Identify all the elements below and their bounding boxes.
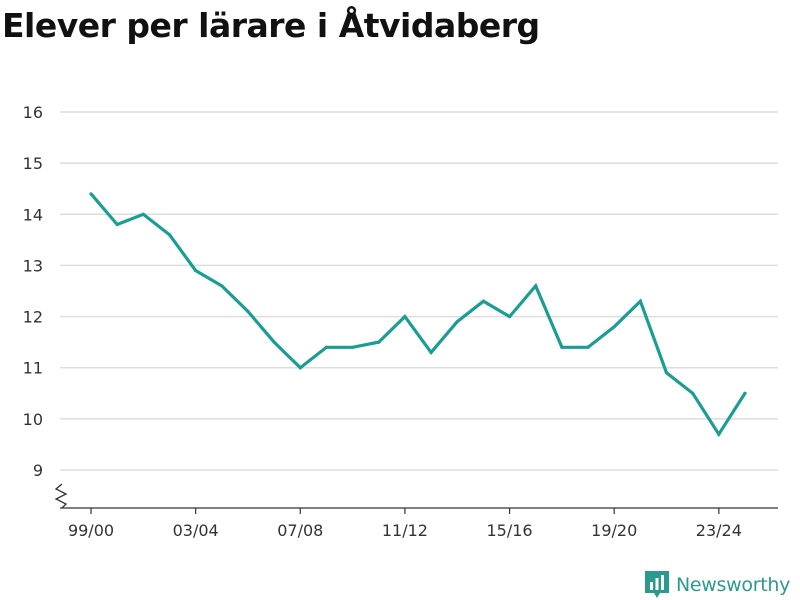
y-tick-label-10: 10 xyxy=(23,410,43,429)
data-point xyxy=(324,345,329,349)
data-point xyxy=(586,345,590,349)
data-point xyxy=(481,299,485,303)
brand-logo: Newsworthy xyxy=(645,570,790,600)
data-point xyxy=(167,233,172,237)
y-tick-label-11: 11 xyxy=(23,359,43,378)
y-tick-label-12: 12 xyxy=(23,308,43,327)
data-point xyxy=(455,320,459,324)
data-point xyxy=(717,432,721,436)
x-tick-label-15/16: 15/16 xyxy=(487,521,533,540)
y-tick-label-14: 14 xyxy=(23,205,43,224)
x-tick-label-99/00: 99/00 xyxy=(68,521,114,540)
y-tick-label-9: 9 xyxy=(33,461,43,480)
data-point xyxy=(272,340,276,344)
y-tick-label-15: 15 xyxy=(23,154,43,173)
data-point xyxy=(298,366,302,370)
data-point xyxy=(534,284,538,288)
data-point xyxy=(89,192,93,196)
data-point xyxy=(377,340,381,344)
x-tick-label-07/08: 07/08 xyxy=(277,521,323,540)
x-tick-label-19/20: 19/20 xyxy=(591,521,637,540)
axis-break-mark xyxy=(54,483,68,509)
data-point xyxy=(664,371,669,375)
data-point xyxy=(560,345,564,349)
data-point xyxy=(691,391,695,395)
data-point xyxy=(612,325,616,329)
chart-title: Elever per lärare i Åtvidaberg xyxy=(2,6,540,45)
x-axis: 99/00 03/04 07/08 11/12 15/16 19/20 23/24 xyxy=(54,483,778,540)
data-point xyxy=(403,314,407,319)
x-tick-label-23/24: 23/24 xyxy=(696,521,742,540)
series-line-0 xyxy=(89,192,747,438)
y-tick-label-13: 13 xyxy=(23,256,43,275)
data-point xyxy=(429,350,433,354)
series-group xyxy=(89,192,747,438)
data-point xyxy=(141,212,145,216)
grid-lines xyxy=(60,111,778,471)
data-point xyxy=(351,345,355,349)
y-axis-ticks: 9 10 11 12 13 14 15 16 xyxy=(23,103,43,480)
newsworthy-logo-icon xyxy=(645,571,669,598)
data-point xyxy=(743,391,747,395)
data-point xyxy=(638,299,642,303)
x-tick-label-03/04: 03/04 xyxy=(173,521,219,540)
x-tick-label-11/12: 11/12 xyxy=(382,521,428,540)
data-point xyxy=(507,314,512,319)
data-point xyxy=(246,309,250,314)
data-point xyxy=(220,284,224,288)
brand-name: Newsworthy xyxy=(676,574,791,596)
y-tick-label-16: 16 xyxy=(23,103,43,122)
data-point xyxy=(194,268,198,273)
data-point xyxy=(115,222,119,227)
